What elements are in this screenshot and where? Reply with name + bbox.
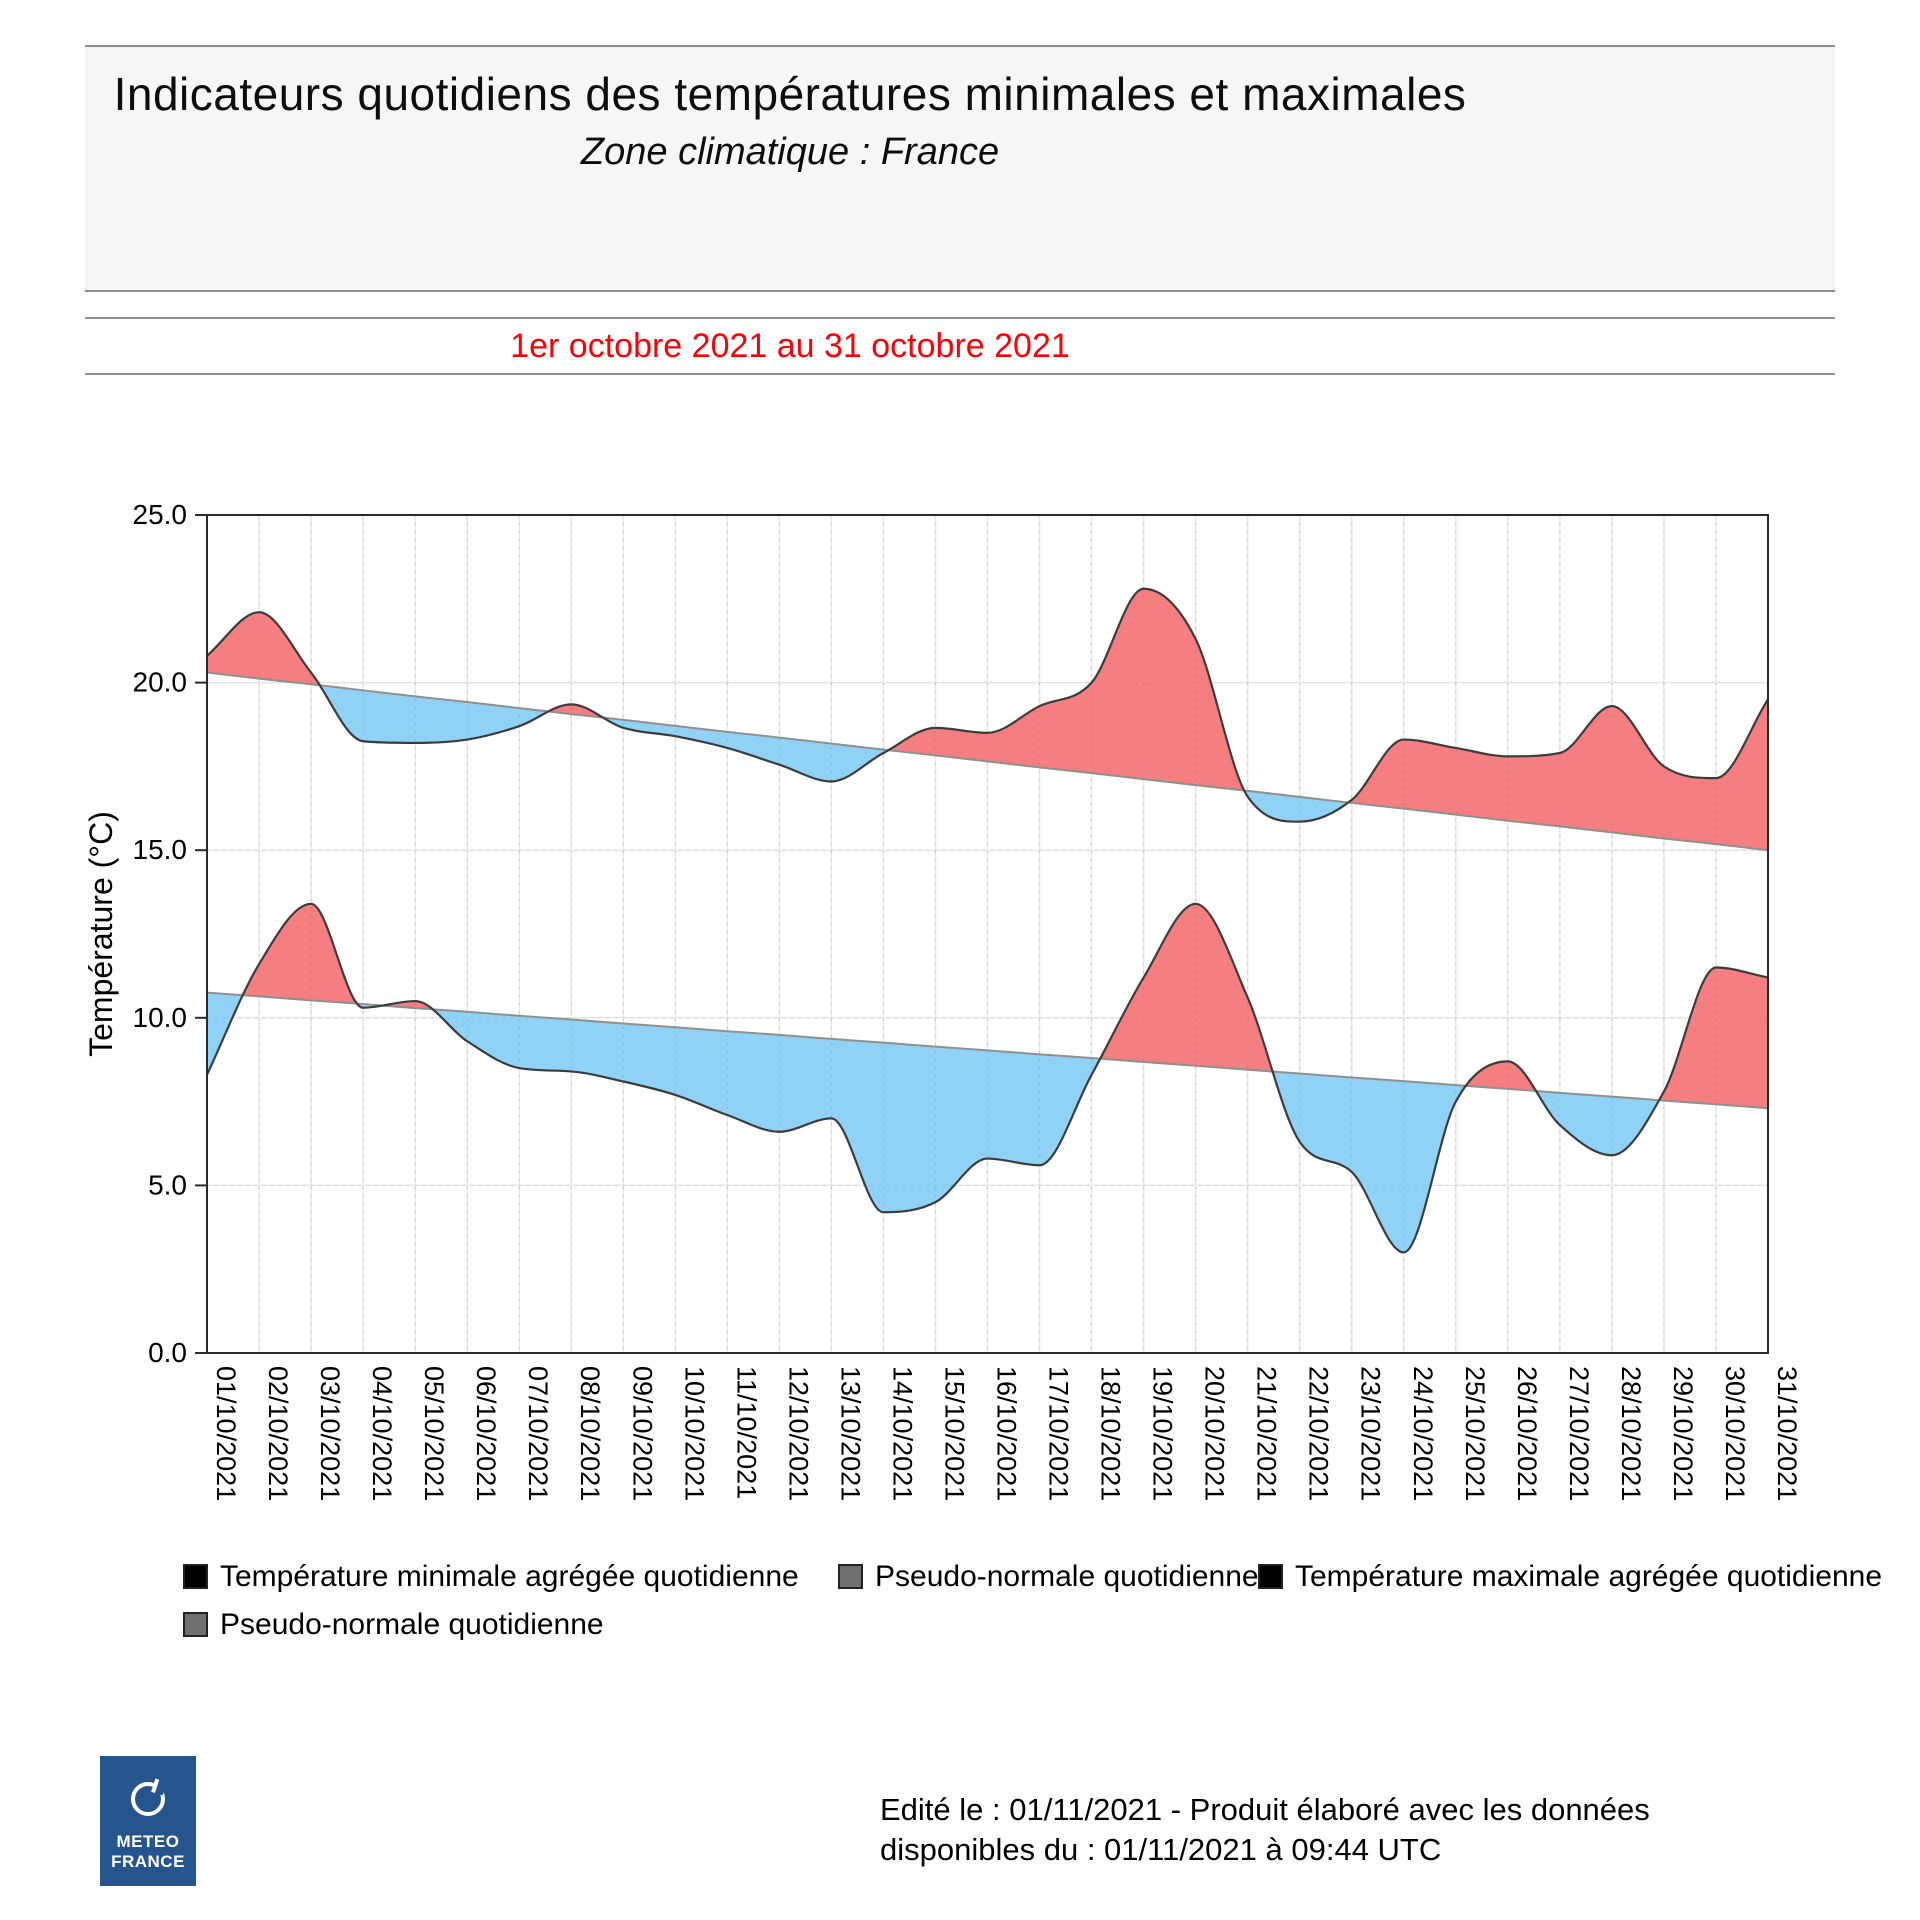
period-band: 1er octobre 2021 au 31 octobre 2021 [85,317,1835,375]
x-tick-label: 19/10/2021 [1148,1366,1178,1501]
legend-label: Pseudo-normale quotidienne [220,1608,604,1641]
meteo-france-logo: METEO FRANCE [100,1756,196,1886]
x-tick-label: 28/10/2021 [1616,1366,1646,1501]
x-tick-label: 01/10/2021 [211,1366,241,1501]
x-tick-label: 25/10/2021 [1460,1366,1490,1501]
divergence-fills [207,588,1768,1253]
legend-item-pseudo-normale-max: Pseudo-normale quotidienne [183,1608,604,1642]
x-tick-label: 30/10/2021 [1720,1366,1750,1501]
meteo-france-circle-icon [131,1782,165,1816]
y-axis-title: Température (°C) [83,811,119,1057]
x-tick-label: 24/10/2021 [1408,1366,1438,1501]
header-inner: Indicateurs quotidiens des températures … [85,67,1495,174]
footer-note-line2: disponibles du : 01/11/2021 à 09:44 UTC [880,1832,1442,1867]
legend-item-max-temp: Température maximale agrégée quotidienne [1258,1560,1882,1594]
legend-item-pseudo-normale-min: Pseudo-normale quotidienne [838,1560,1259,1594]
x-tick-label: 12/10/2021 [783,1366,813,1501]
page-subtitle: Zone climatique : France [580,131,1000,173]
x-tick-label: 05/10/2021 [419,1366,449,1501]
y-tick-label: 0.0 [148,1337,187,1368]
header: Indicateurs quotidiens des températures … [85,45,1835,292]
y-tick-label: 10.0 [133,1002,188,1033]
max-band-above-normal [207,588,1768,851]
y-tick-label: 5.0 [148,1169,187,1200]
pseudo-normale-min-line [206,991,1769,1110]
x-tick-label: 14/10/2021 [887,1366,917,1501]
x-tick-label: 02/10/2021 [263,1366,293,1501]
page-title: Indicateurs quotidiens des températures … [113,68,1467,120]
y-tick-label: 15.0 [133,834,188,865]
x-tick-label: 13/10/2021 [835,1366,865,1501]
pseudo-normale-max-line [206,671,1769,852]
x-tick-label: 04/10/2021 [367,1366,397,1501]
legend-label: Pseudo-normale quotidienne [875,1560,1259,1593]
x-tick-label: 08/10/2021 [575,1366,605,1501]
gridlines [207,515,1768,1353]
legend-label: Température maximale agrégée quotidienne [1295,1560,1883,1593]
x-tick-label: 21/10/2021 [1252,1366,1282,1501]
logo-text-france: FRANCE [111,1852,185,1871]
temperature-chart: 0.0 5.0 10.0 15.0 20.0 25.0 Température (°C) 01… [83,499,1802,1501]
legend-label: Température minimale agrégée quotidienne [220,1560,799,1593]
x-tick-label: 16/10/2021 [992,1366,1022,1501]
legend-marker-pseudo-normale-min [838,1564,863,1589]
max-temperature-line [206,587,1769,823]
x-tick-label: 26/10/2021 [1512,1366,1542,1501]
min-temperature-line [206,902,1769,1254]
x-tick-label: 22/10/2021 [1304,1366,1334,1501]
x-tick-label: 23/10/2021 [1356,1366,1386,1501]
y-tick-label: 20.0 [133,667,188,698]
x-tick-label: 31/10/2021 [1772,1366,1802,1501]
legend-item-min-temp: Température minimale agrégée quotidienne [183,1560,799,1594]
x-tick-label: 29/10/2021 [1668,1366,1698,1501]
logo-text-meteo: METEO [116,1832,180,1851]
period-inner: 1er octobre 2021 au 31 octobre 2021 [85,319,1495,366]
x-tick-label: 03/10/2021 [315,1366,345,1501]
footer-note-line1: Edité le : 01/11/2021 - Produit élaboré … [880,1792,1650,1827]
series-lines [206,587,1769,1254]
x-tick-label: 20/10/2021 [1200,1366,1230,1501]
legend-marker-max-temp [1258,1564,1283,1589]
x-tick-label: 07/10/2021 [523,1366,553,1501]
x-tick-label: 11/10/2021 [731,1366,761,1499]
legend-marker-pseudo-normale-max [183,1612,208,1637]
x-axis: 01/10/2021 02/10/2021 03/10/2021 04/10/2021… [211,1366,1802,1501]
x-tick-label: 27/10/2021 [1564,1366,1594,1501]
x-tick-label: 06/10/2021 [471,1366,501,1501]
period-label: 1er octobre 2021 au 31 octobre 2021 [510,327,1070,365]
x-tick-label: 09/10/2021 [627,1366,657,1501]
x-tick-label: 10/10/2021 [679,1366,709,1501]
legend-marker-min-temp [183,1564,208,1589]
x-tick-label: 17/10/2021 [1044,1366,1074,1501]
y-axis: 0.0 5.0 10.0 15.0 20.0 25.0 Température (°C) [83,499,207,1368]
y-tick-label: 25.0 [133,499,188,530]
x-tick-label: 18/10/2021 [1096,1366,1126,1501]
min-band-below-normal [207,992,1768,1253]
footer-note: Edité le : 01/11/2021 - Produit élaboré … [880,1790,1650,1870]
x-tick-label: 15/10/2021 [939,1366,969,1501]
plot-border [206,514,1769,1354]
